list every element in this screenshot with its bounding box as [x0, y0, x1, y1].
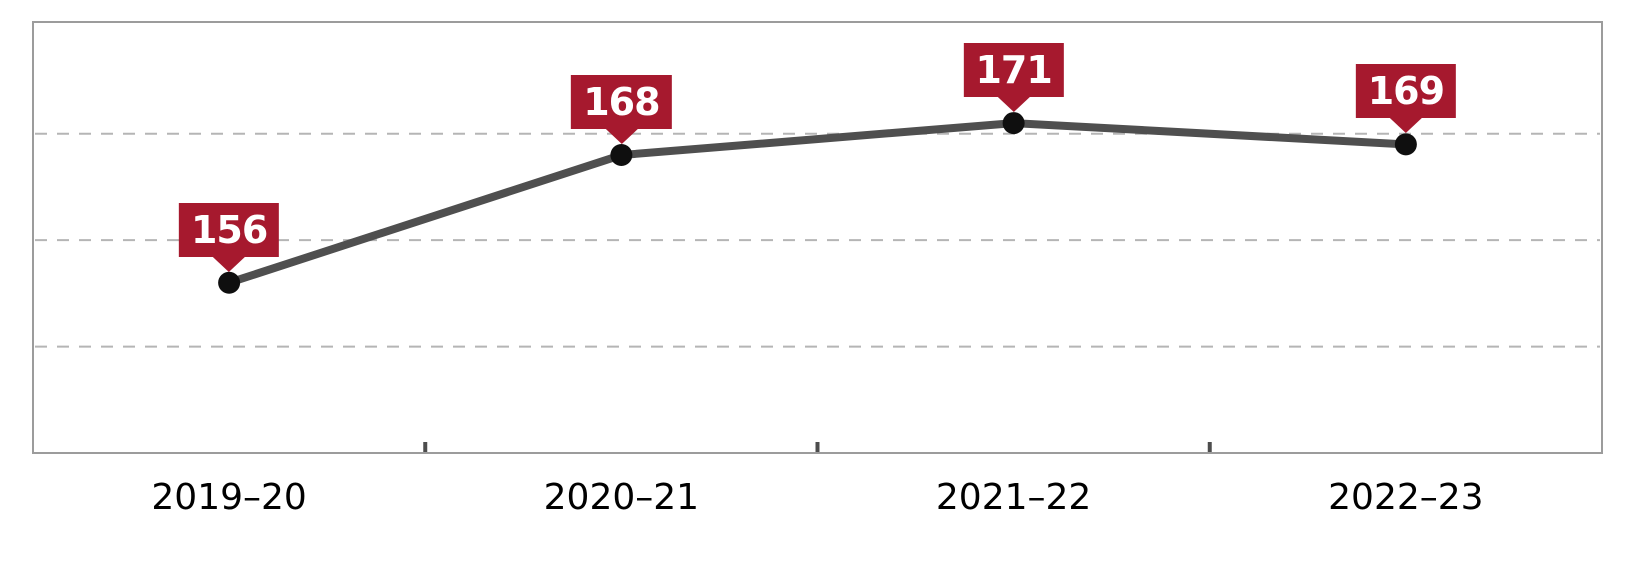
data-line — [225, 119, 1410, 287]
data-point — [218, 271, 241, 294]
data-point — [1002, 112, 1025, 135]
data-point — [1394, 133, 1417, 156]
plot-area-border — [32, 21, 1603, 454]
data-point — [610, 144, 633, 167]
